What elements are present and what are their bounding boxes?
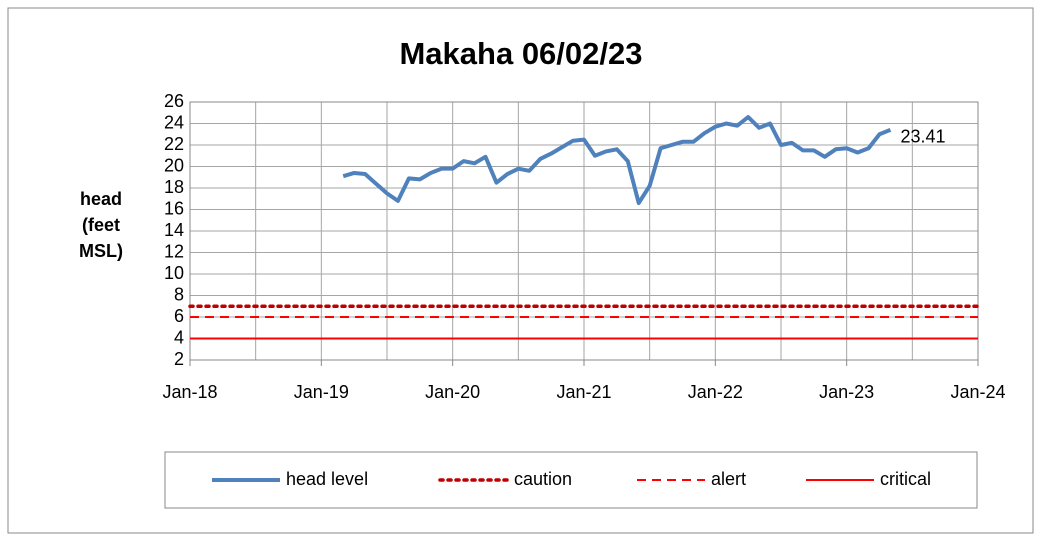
- x-tick-label: Jan-19: [294, 382, 349, 402]
- chart-title: Makaha 06/02/23: [399, 36, 642, 71]
- y-axis-label: head (feet MSL): [79, 189, 123, 261]
- y-tick-label: 18: [164, 177, 184, 197]
- y-tick-label: 2: [174, 349, 184, 369]
- plot-border: [189, 101, 979, 361]
- y-tick-label: 22: [164, 134, 184, 154]
- y-tick-label: 12: [164, 241, 184, 261]
- y-tick-label: 20: [164, 155, 184, 175]
- y-tick-label: 10: [164, 263, 184, 283]
- y-tick-label: 24: [164, 112, 184, 132]
- legend-label: alert: [711, 469, 746, 489]
- y-tick-label: 14: [164, 220, 184, 240]
- y-tick-label: 6: [174, 306, 184, 326]
- y-tick-label: 4: [174, 327, 184, 347]
- legend-label: caution: [514, 469, 572, 489]
- x-tick-label: Jan-24: [950, 382, 1005, 402]
- y-tick-label: 26: [164, 91, 184, 111]
- chart-border: [7, 7, 1034, 534]
- legend-label: head level: [286, 469, 368, 489]
- x-tick-label: Jan-20: [425, 382, 480, 402]
- data-line: [342, 115, 892, 206]
- x-tick-label: Jan-18: [162, 382, 217, 402]
- x-tick-label: Jan-23: [819, 382, 874, 402]
- y-tick-label: 16: [164, 198, 184, 218]
- x-tick-label: Jan-21: [556, 382, 611, 402]
- data-label: 23.41: [900, 127, 945, 147]
- legend-box: [164, 451, 978, 509]
- legend-label: critical: [880, 469, 931, 489]
- y-tick-label: 8: [174, 284, 184, 304]
- x-tick-label: Jan-22: [688, 382, 743, 402]
